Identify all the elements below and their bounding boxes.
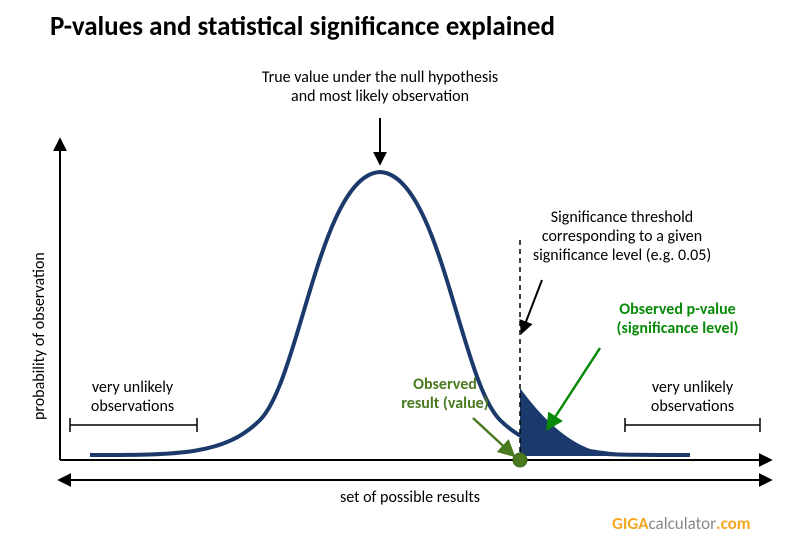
unlikely-left-annotation: very unlikely observations	[75, 378, 190, 416]
threshold-line2: corresponding to a given	[542, 227, 702, 246]
threshold-annotation: Significance threshold corresponding to …	[512, 208, 732, 266]
right-bracket	[625, 418, 760, 432]
observed-annotation: Observed result (value)	[390, 375, 500, 413]
null-hyp-line1: True value under the null hypothesis	[262, 68, 498, 87]
pvalue-arrow	[548, 348, 600, 428]
null-hyp-line2: and most likely observation	[291, 87, 469, 106]
unlikely-right-line2: observations	[651, 397, 734, 416]
unlikely-left-line1: very unlikely	[92, 378, 173, 397]
brand-part3: .com	[716, 513, 751, 534]
x-axis-label: set of possible results	[300, 488, 520, 507]
pvalue-line2: (significance level)	[616, 319, 738, 338]
brand-part1: GIGA	[612, 513, 649, 534]
threshold-arrow	[522, 280, 542, 332]
y-axis-label: probability of observation	[30, 170, 49, 420]
brand-logo: GIGAcalculator.com	[612, 513, 751, 534]
observed-line2: result (value)	[401, 394, 488, 413]
left-bracket	[70, 418, 197, 432]
observed-arrow	[473, 418, 513, 455]
observed-point	[513, 453, 527, 467]
brand-part2: calculator	[649, 513, 717, 534]
null-hyp-label: True value under the null hypothesis and…	[230, 68, 530, 106]
threshold-line1: Significance threshold	[551, 208, 693, 227]
unlikely-left-line2: observations	[91, 397, 174, 416]
chart-canvas: P-values and statistical significance ex…	[0, 0, 800, 540]
observed-line1: Observed	[413, 375, 477, 394]
pvalue-line1: Observed p-value	[619, 300, 735, 319]
unlikely-right-annotation: very unlikely observations	[635, 378, 750, 416]
unlikely-right-line1: very unlikely	[652, 378, 733, 397]
pvalue-annotation: Observed p-value (significance level)	[590, 300, 765, 338]
threshold-line3: significance level (e.g. 0.05)	[533, 246, 711, 265]
